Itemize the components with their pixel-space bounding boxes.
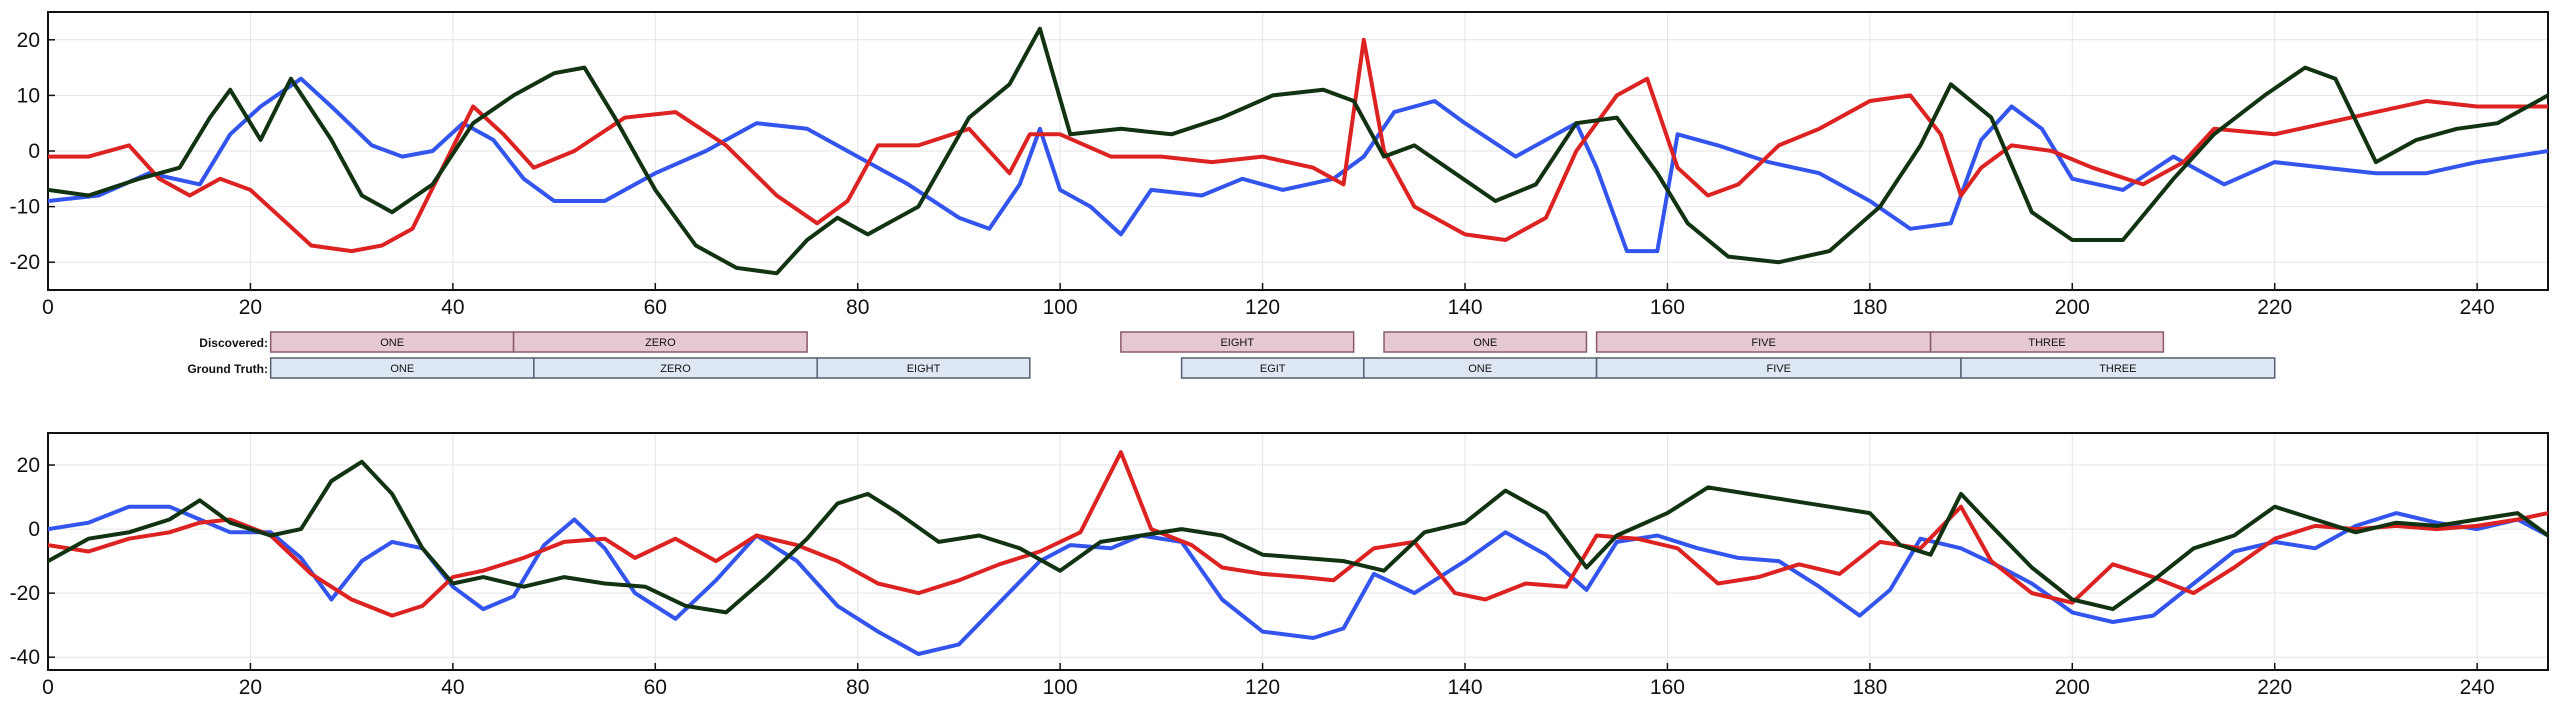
top-chart: 0 20 40 60 80 100 120 140 160 180 200 220 24020100-1…: [10, 11, 2549, 319]
bottom-series-line-2: [48, 450, 2548, 618]
top-x-tick-label: 200: [2055, 296, 2090, 319]
discovered-segment-label: ONE: [380, 337, 404, 349]
bottom-x-tick-label: 240: [2460, 676, 2495, 699]
top-y-tick-label: 20: [17, 29, 40, 52]
ground-truth-row-label: Ground Truth:: [187, 362, 268, 376]
bottom-x-tick-label: 120: [1245, 676, 1280, 699]
bottom-y-tick-label: -40: [10, 646, 40, 669]
ground-truth-segment: [1960, 357, 2276, 379]
bottom-y-tick-label: 0: [28, 518, 40, 541]
bottom-x-tick-label: 60: [644, 676, 667, 699]
discovered-segment-label: ZERO: [645, 337, 676, 349]
discovered-segment-label: EIGHT: [1220, 337, 1254, 349]
top-x-tick-label: 240: [2460, 296, 2495, 319]
bottom-x-tick-label: 140: [1447, 676, 1482, 699]
bottom-x-tick-label: 220: [2257, 676, 2292, 699]
discovered-segment: [1383, 331, 1588, 353]
bottom-x-tick-label: 80: [846, 676, 869, 699]
top-x-tick-label: 80: [846, 296, 869, 319]
discovered-segment-label: FIVE: [1751, 337, 1775, 349]
top-x-tick-label: 20: [239, 296, 262, 319]
ground-truth-segment-label: EIGHT: [907, 363, 941, 375]
bottom-x-tick-label: 200: [2055, 676, 2090, 699]
top-y-tick-label: -10: [10, 196, 40, 219]
top-x-tick-label: 160: [1650, 296, 1685, 319]
top-x-tick-label: 100: [1043, 296, 1078, 319]
top-x-tick-label: 220: [2257, 296, 2292, 319]
bottom-x-tick-label: 20: [239, 676, 262, 699]
ground-truth-segment-label: FIVE: [1767, 363, 1791, 375]
top-x-tick-label: 140: [1447, 296, 1482, 319]
discovered-segment-label: ONE: [1473, 337, 1497, 349]
ground-truth-segment-label: EGIT: [1260, 363, 1286, 375]
top-series-line-2: [48, 37, 2548, 254]
top-x-tick-label: 40: [441, 296, 464, 319]
bottom-y-tick-label: 20: [17, 454, 40, 477]
ground-truth-segment: [816, 357, 1031, 379]
top-series-line-3: [48, 26, 2548, 276]
bottom-x-tick-label: 40: [441, 676, 464, 699]
top-y-tick-label: 0: [28, 140, 40, 163]
bottom-x-tick-label: 100: [1043, 676, 1078, 699]
bottom-x-tick-label: 160: [1650, 676, 1685, 699]
top-series-line-1: [48, 76, 2548, 254]
ground-truth-segment-label: THREE: [2099, 363, 2136, 375]
bottom-series-line-3: [48, 459, 2548, 615]
bottom-x-tick-label: 180: [1852, 676, 1887, 699]
top-x-tick-label: 60: [644, 296, 667, 319]
ground-truth-segment-label: ONE: [1468, 363, 1492, 375]
discovered-segment: [1929, 331, 2165, 353]
segment-timeline: Discovered: ONE ZERO EIGHT ONE FIVE THREE Groun…: [187, 331, 2276, 379]
bottom-chart: 0 20 40 60 80 100 120 140 160 180 200 220 240200-20-…: [10, 432, 2549, 699]
discovered-segment: [1120, 331, 1355, 353]
bottom-y-tick-label: -20: [10, 582, 40, 605]
bottom-x-tick-label: 0: [42, 676, 54, 699]
discovered-row-label: Discovered:: [199, 336, 268, 350]
top-x-tick-label: 0: [42, 296, 54, 319]
top-y-tick-label: -20: [10, 251, 40, 274]
ground-truth-segment-label: ONE: [390, 363, 414, 375]
top-x-tick-label: 120: [1245, 296, 1280, 319]
top-y-tick-label: 10: [17, 84, 40, 107]
bottom-plot-frame: [47, 432, 2549, 671]
top-x-tick-label: 180: [1852, 296, 1887, 319]
ground-truth-segment-label: ZERO: [660, 363, 691, 375]
discovered-segment: [512, 331, 808, 353]
discovered-segment-label: THREE: [2028, 337, 2065, 349]
